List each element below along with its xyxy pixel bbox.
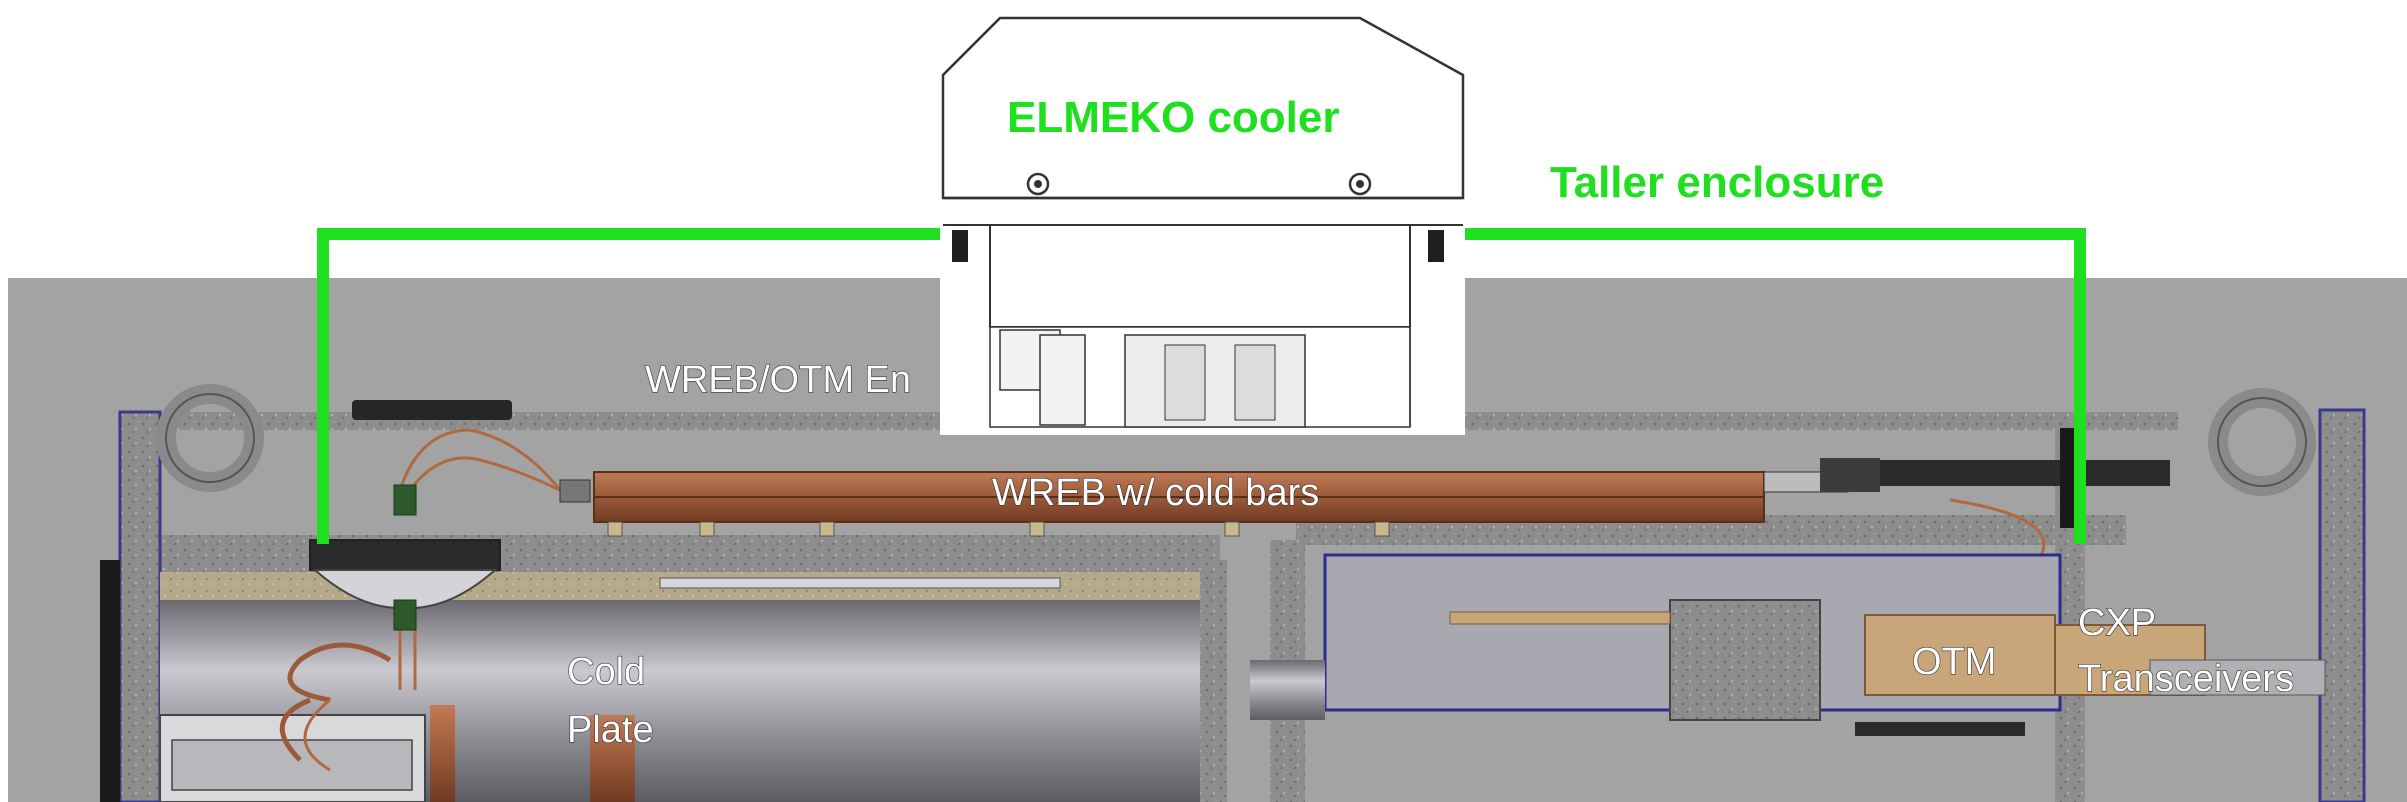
label-cold-plate-line2: Plate: [567, 709, 654, 751]
label-wreb-cold-bars: WREB w/ cold bars: [992, 472, 1319, 514]
cxp-transceivers: [2054, 624, 2326, 696]
otm-heatsink: [1855, 722, 2025, 736]
lifting-eye-left: [156, 384, 264, 492]
feedthrough-window: [309, 539, 501, 610]
label-otm: OTM: [1912, 641, 1996, 683]
label-elmeko-cooler: ELMEKO cooler: [1007, 93, 1340, 142]
label-wreb-otm-enclosure: WREB/OTM En: [645, 359, 911, 401]
label-cold-plate-line1: Cold: [567, 651, 645, 693]
label-taller-enclosure: Taller enclosure: [1550, 158, 1884, 207]
label-cxp-line1: CXP: [2078, 602, 2156, 644]
copper-cold-straps: [279, 642, 635, 802]
fiber-connectors: [393, 479, 591, 631]
wreb-board: [593, 428, 2170, 537]
otm-module: [1864, 614, 2056, 696]
label-cxp-line2: Transceivers: [2078, 658, 2294, 700]
right-cylinder: [1250, 660, 1325, 720]
lifting-eye-right: [2208, 388, 2316, 496]
taller-enclosure-outline: [317, 228, 2086, 544]
top-connector: [352, 400, 512, 420]
elmeko-cooler: [940, 16, 1465, 435]
